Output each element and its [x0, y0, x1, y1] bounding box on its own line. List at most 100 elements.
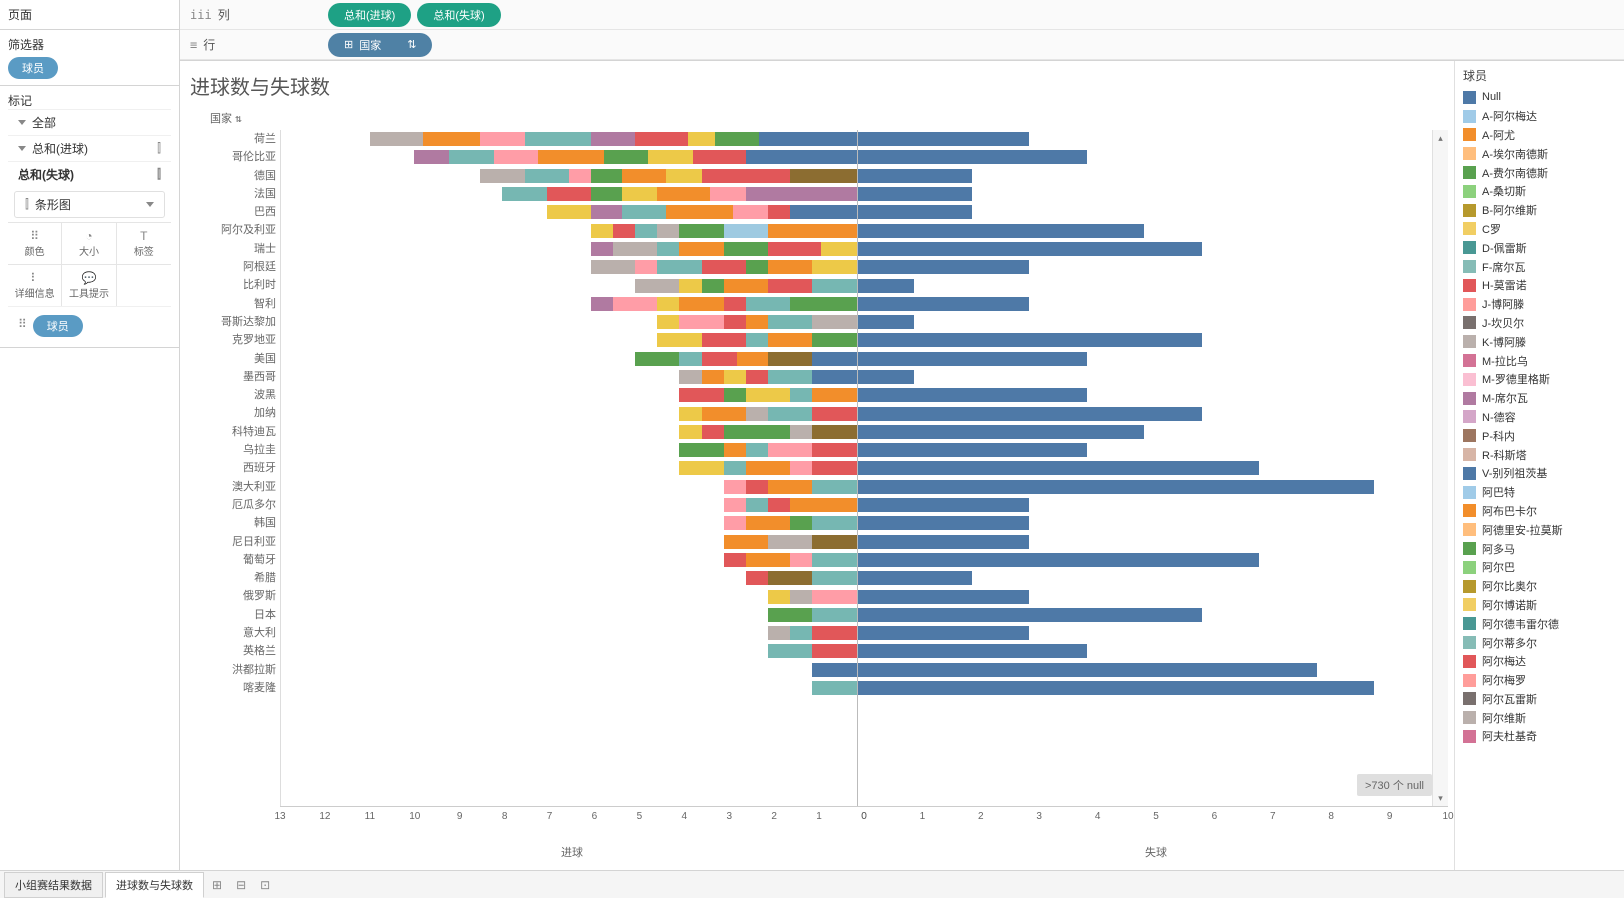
legend-item[interactable]: H-莫雷诺 [1463, 276, 1616, 295]
x-tick: 9 [1387, 811, 1393, 822]
bar-row[interactable] [281, 276, 1432, 294]
tab-group-results[interactable]: 小组赛结果数据 [4, 872, 103, 898]
legend-item[interactable]: A-费尔南德斯 [1463, 163, 1616, 182]
mark-cell-tooltip[interactable]: 💬工具提示 [62, 265, 116, 306]
color-pill-player[interactable]: 球员 [33, 315, 83, 337]
bar-row[interactable] [281, 148, 1432, 166]
bar-row[interactable] [281, 350, 1432, 368]
country-label: 巴西 [190, 203, 276, 221]
filter-pill-player[interactable]: 球员 [8, 57, 58, 79]
legend-item[interactable]: M-拉比乌 [1463, 351, 1616, 370]
legend-label: R-科斯塔 [1482, 447, 1527, 463]
columns-shelf[interactable]: iii列 总和(进球) 总和(失球) [180, 0, 1624, 30]
mark-cell-detail[interactable]: ⠇详细信息 [8, 265, 62, 306]
bar-row[interactable] [281, 533, 1432, 551]
legend-item[interactable]: R-科斯塔 [1463, 445, 1616, 464]
legend-item[interactable]: B-阿尔维斯 [1463, 201, 1616, 220]
chart-type-select[interactable]: ⫿ 条形图 [14, 191, 165, 218]
legend-item[interactable]: P-科内 [1463, 426, 1616, 445]
bar-row[interactable] [281, 221, 1432, 239]
marks-all-row[interactable]: 全部 [8, 109, 171, 135]
scroll-down[interactable]: ▾ [1433, 790, 1448, 806]
legend-item[interactable]: 阿尔瓦雷斯 [1463, 690, 1616, 709]
legend-item[interactable]: 阿尔蒂多尔 [1463, 633, 1616, 652]
mark-grid-2: ⠇详细信息 💬工具提示 [8, 264, 171, 306]
legend-item[interactable]: 阿巴特 [1463, 483, 1616, 502]
bar-row[interactable] [281, 386, 1432, 404]
bar-row[interactable] [281, 606, 1432, 624]
mark-cell-color[interactable]: ⠿颜色 [8, 223, 62, 264]
bar-row[interactable] [281, 240, 1432, 258]
legend-item[interactable]: V-别列祖茨基 [1463, 464, 1616, 483]
row-pill-country[interactable]: ⊞国家⇅ [328, 33, 432, 57]
legend-item[interactable]: 阿尔比奥尔 [1463, 577, 1616, 596]
tab-goals-vs-lost[interactable]: 进球数与失球数 [105, 872, 204, 898]
legend-label: 阿尔博诺斯 [1482, 597, 1537, 613]
bar-row[interactable] [281, 167, 1432, 185]
country-label: 希腊 [190, 569, 276, 587]
bar-row[interactable] [281, 496, 1432, 514]
rows-shelf[interactable]: ≡行 ⊞国家⇅ [180, 30, 1624, 60]
legend-label: 阿尔梅罗 [1482, 672, 1526, 688]
bar-row[interactable] [281, 642, 1432, 660]
legend-item[interactable]: A-埃尔南德斯 [1463, 144, 1616, 163]
new-story-icon[interactable]: ⊡ [254, 874, 276, 896]
bar-row[interactable] [281, 423, 1432, 441]
bar-row[interactable] [281, 441, 1432, 459]
bar-row[interactable] [281, 551, 1432, 569]
legend-item[interactable]: A-阿尤 [1463, 126, 1616, 145]
null-badge[interactable]: >730 个 null [1357, 774, 1432, 796]
bar-row[interactable] [281, 258, 1432, 276]
legend-item[interactable]: 阿尔维斯 [1463, 708, 1616, 727]
bar-row[interactable] [281, 331, 1432, 349]
bar-row[interactable] [281, 587, 1432, 605]
bar-row[interactable] [281, 569, 1432, 587]
new-dashboard-icon[interactable]: ⊟ [230, 874, 252, 896]
legend-item[interactable]: 阿尔梅罗 [1463, 671, 1616, 690]
x-tick: 8 [1328, 811, 1334, 822]
legend-item[interactable]: J-坎贝尔 [1463, 314, 1616, 333]
marks-sum-goals-row[interactable]: 总和(进球)⫿ [8, 135, 171, 161]
plot[interactable] [280, 130, 1432, 806]
legend-item[interactable]: M-席尔瓦 [1463, 389, 1616, 408]
bar-row[interactable] [281, 185, 1432, 203]
legend-item[interactable]: 阿夫杜基奇 [1463, 727, 1616, 746]
bar-row[interactable] [281, 368, 1432, 386]
legend-item[interactable]: K-博阿滕 [1463, 332, 1616, 351]
legend-item[interactable]: 阿德里安-拉莫斯 [1463, 520, 1616, 539]
bar-row[interactable] [281, 514, 1432, 532]
legend-item[interactable]: J-博阿滕 [1463, 295, 1616, 314]
legend-item[interactable]: F-席尔瓦 [1463, 257, 1616, 276]
bar-row[interactable] [281, 459, 1432, 477]
mark-cell-size[interactable]: ◔大小 [62, 223, 116, 264]
legend-item[interactable]: C罗 [1463, 220, 1616, 239]
bar-row[interactable] [281, 404, 1432, 422]
bar-row[interactable] [281, 295, 1432, 313]
marks-sum-lost-row[interactable]: 总和(失球)⫿ [8, 161, 171, 187]
legend-item[interactable]: Null [1463, 88, 1616, 107]
bar-row[interactable] [281, 661, 1432, 679]
new-sheet-icon[interactable]: ⊞ [206, 874, 228, 896]
bar-row[interactable] [281, 130, 1432, 148]
bar-row[interactable] [281, 313, 1432, 331]
legend-item[interactable]: A-阿尔梅达 [1463, 107, 1616, 126]
col-pill-sum-goals[interactable]: 总和(进球) [328, 3, 411, 27]
bar-row[interactable] [281, 478, 1432, 496]
scroll-up[interactable]: ▴ [1433, 130, 1448, 146]
bar-row[interactable] [281, 679, 1432, 697]
legend-item[interactable]: D-佩雷斯 [1463, 238, 1616, 257]
legend-item[interactable]: 阿尔梅达 [1463, 652, 1616, 671]
scrollbar[interactable]: ▴ ▾ [1432, 130, 1448, 806]
legend-item[interactable]: 阿尔德韦雷尔德 [1463, 614, 1616, 633]
bar-row[interactable] [281, 203, 1432, 221]
legend-item[interactable]: 阿布巴卡尔 [1463, 502, 1616, 521]
legend-item[interactable]: 阿多马 [1463, 539, 1616, 558]
legend-item[interactable]: A-桑切斯 [1463, 182, 1616, 201]
legend-item[interactable]: M-罗德里格斯 [1463, 370, 1616, 389]
col-pill-sum-lost[interactable]: 总和(失球) [417, 3, 500, 27]
legend-item[interactable]: 阿尔巴 [1463, 558, 1616, 577]
legend-item[interactable]: 阿尔博诺斯 [1463, 596, 1616, 615]
mark-cell-label[interactable]: T标签 [117, 223, 171, 264]
bar-row[interactable] [281, 624, 1432, 642]
legend-item[interactable]: N-德容 [1463, 408, 1616, 427]
